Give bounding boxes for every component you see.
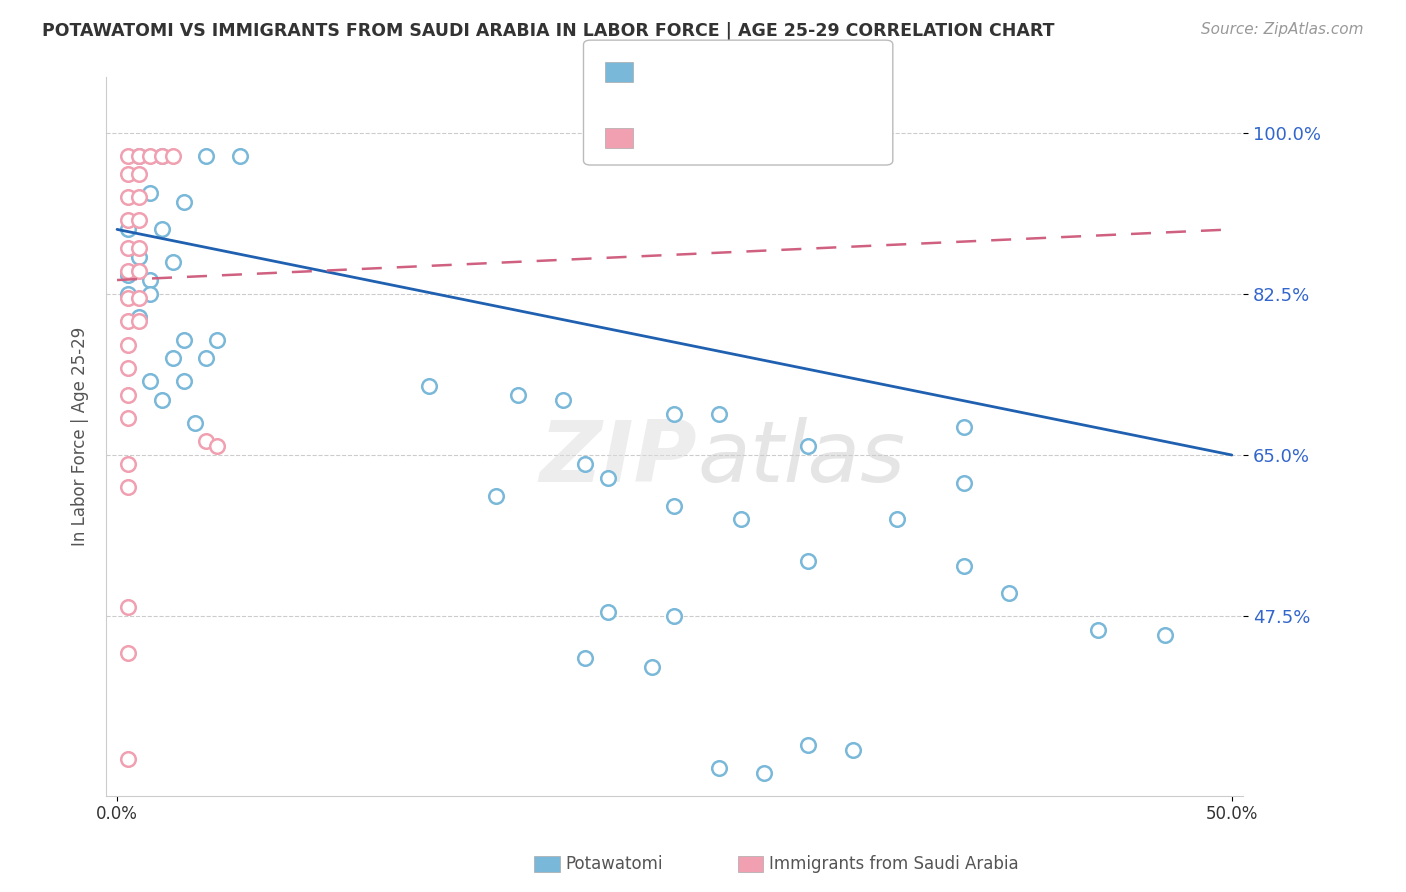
Point <box>752 765 775 780</box>
Point <box>953 475 976 490</box>
Text: R =  0.014   N = 30: R = 0.014 N = 30 <box>638 129 823 147</box>
Y-axis label: In Labor Force | Age 25-29: In Labor Force | Age 25-29 <box>72 327 89 546</box>
Point <box>117 314 139 328</box>
Point <box>485 490 508 504</box>
Point <box>574 650 596 665</box>
Point <box>150 149 173 163</box>
Point <box>117 286 139 301</box>
Point <box>574 457 596 471</box>
Point <box>664 407 686 421</box>
Point <box>797 738 820 752</box>
Point <box>886 512 908 526</box>
Point <box>117 752 139 766</box>
Point <box>117 268 139 283</box>
Point <box>117 388 139 402</box>
Point <box>139 149 162 163</box>
Point <box>173 194 195 209</box>
Point <box>596 605 619 619</box>
Point <box>117 241 139 255</box>
Point <box>664 499 686 513</box>
Point <box>128 250 150 264</box>
Point <box>195 351 218 366</box>
Text: ZIP: ZIP <box>540 417 697 500</box>
Point <box>128 149 150 163</box>
Text: Potawatomi: Potawatomi <box>565 855 662 873</box>
Point <box>139 273 162 287</box>
Point <box>128 213 150 227</box>
Point <box>150 149 173 163</box>
Point <box>596 471 619 485</box>
Point <box>117 480 139 494</box>
Point <box>150 392 173 407</box>
Point <box>195 149 218 163</box>
Point <box>117 292 139 306</box>
Point <box>162 254 184 268</box>
Point <box>117 264 139 278</box>
Point <box>228 149 250 163</box>
Point <box>128 310 150 324</box>
Point <box>184 416 207 430</box>
Point <box>117 149 139 163</box>
Text: R = -0.232   N = 50: R = -0.232 N = 50 <box>638 63 824 81</box>
Point <box>139 186 162 200</box>
Point <box>730 512 752 526</box>
Point <box>1087 623 1109 637</box>
Point <box>842 742 865 756</box>
Point <box>128 241 150 255</box>
Point <box>998 586 1021 600</box>
Point <box>117 213 139 227</box>
Point <box>1154 627 1177 641</box>
Point <box>953 558 976 573</box>
Point <box>207 439 229 453</box>
Point <box>551 392 574 407</box>
Text: Immigrants from Saudi Arabia: Immigrants from Saudi Arabia <box>769 855 1019 873</box>
Point <box>150 222 173 236</box>
Point <box>139 286 162 301</box>
Point <box>797 554 820 568</box>
Text: Source: ZipAtlas.com: Source: ZipAtlas.com <box>1201 22 1364 37</box>
Point <box>139 375 162 389</box>
Point <box>207 333 229 347</box>
Point <box>117 457 139 471</box>
Point <box>128 314 150 328</box>
Point <box>117 599 139 614</box>
Point <box>128 167 150 181</box>
Point <box>664 609 686 624</box>
Point <box>418 379 440 393</box>
Point <box>195 434 218 449</box>
Point <box>128 264 150 278</box>
Point <box>117 222 139 236</box>
Point <box>797 439 820 453</box>
Point <box>707 407 730 421</box>
Point <box>117 411 139 425</box>
Point <box>953 420 976 434</box>
Point <box>117 337 139 351</box>
Point <box>173 333 195 347</box>
Text: POTAWATOMI VS IMMIGRANTS FROM SAUDI ARABIA IN LABOR FORCE | AGE 25-29 CORRELATIO: POTAWATOMI VS IMMIGRANTS FROM SAUDI ARAB… <box>42 22 1054 40</box>
Point <box>707 761 730 775</box>
Point <box>173 375 195 389</box>
Point <box>128 190 150 204</box>
Point <box>117 167 139 181</box>
Point <box>162 149 184 163</box>
Point <box>128 149 150 163</box>
Point <box>162 351 184 366</box>
Point <box>117 360 139 375</box>
Point <box>117 190 139 204</box>
Point <box>508 388 530 402</box>
Point <box>117 646 139 660</box>
Point <box>128 292 150 306</box>
Point <box>641 660 664 674</box>
Text: atlas: atlas <box>697 417 905 500</box>
